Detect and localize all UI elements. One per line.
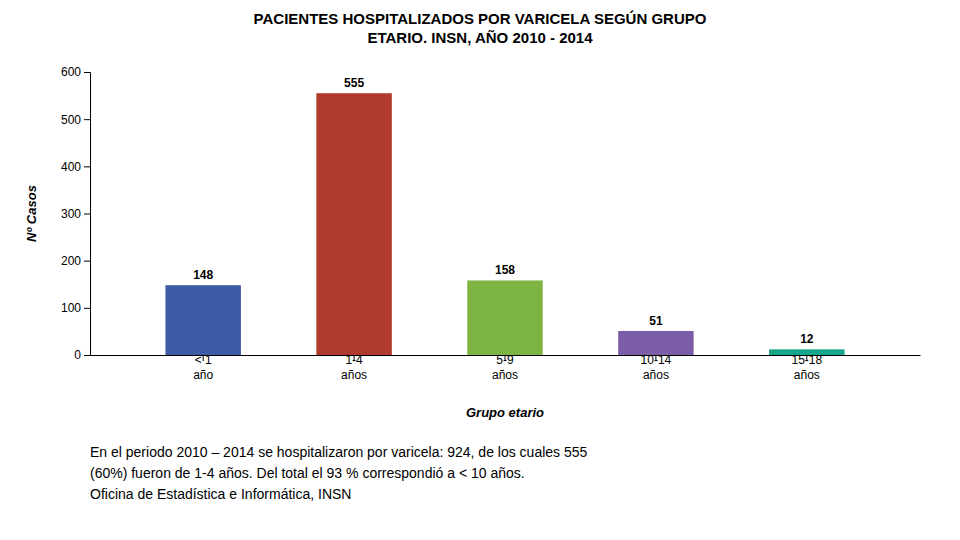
annotation: En el periodo 2010 – 2014 se hospitaliza… [90, 444, 588, 502]
text-line: PACIENTES HOSPITALIZADOS POR VARICELA SE… [254, 10, 707, 27]
x-tick-label: 10-14años [641, 353, 672, 382]
y-tick-mark [84, 308, 90, 309]
data-label: 555 [344, 76, 364, 90]
bar [769, 349, 844, 355]
x-axis: < 1año1-4años5-9años10-14años15-18años [91, 353, 921, 382]
data-label: 158 [495, 263, 515, 277]
data-label: 148 [193, 268, 213, 282]
title: PACIENTES HOSPITALIZADOS POR VARICELA SE… [254, 10, 707, 46]
y-axis-line [84, 73, 91, 356]
x-axis-title: Grupo etario [466, 405, 544, 420]
y-tick-label: 400 [61, 160, 81, 174]
chart: PACIENTES HOSPITALIZADOS POR VARICELA SE… [0, 0, 960, 540]
x-tick: 1-4años [341, 353, 367, 382]
y-tick-label: 100 [61, 301, 81, 315]
y-tick-mark [84, 166, 90, 167]
y-tick-mark [84, 72, 90, 73]
text-line: ETARIO. INSN, AÑO 2010 - 2014 [367, 29, 593, 46]
text-line: años [643, 368, 669, 382]
y-tick-label: 600 [61, 65, 81, 79]
y-axis-title: Nº Casos [24, 185, 39, 242]
x-tick: 5-9años [492, 353, 518, 382]
x-tick-label: 1-4años [341, 353, 367, 382]
y-tick-label: 200 [61, 254, 81, 268]
x-tick: 15-18años [791, 353, 822, 382]
y-tick: 300 [61, 207, 90, 221]
text-line: años [794, 368, 820, 382]
y-tick: 200 [61, 254, 90, 268]
y-tick-mark [84, 119, 90, 120]
text-line: 1-4 [345, 353, 363, 367]
bar [618, 331, 693, 355]
y-tick: 500 [61, 113, 90, 127]
x-tick: < 1año [193, 353, 213, 382]
y-tick-label: 0 [74, 348, 81, 362]
data-label: 12 [800, 332, 814, 346]
y-tick-mark [84, 261, 90, 262]
y-axis: 0 100 200 300 400 500 600 [61, 65, 91, 362]
text-line: año [193, 368, 213, 382]
y-tick: 0 [74, 348, 90, 362]
text-line: Oficina de Estadística e Informática, IN… [90, 486, 351, 502]
y-tick: 100 [61, 301, 90, 315]
text-line: (60%) fueron de 1-4 años. Del total el 9… [90, 465, 525, 481]
data-label: 51 [649, 314, 663, 328]
plot: 0100200300400500600< 1año1-4años5-9años1… [61, 65, 921, 382]
y-tick-label: 500 [61, 113, 81, 127]
text-line: < 1 [195, 353, 212, 367]
text-line: años [492, 368, 518, 382]
x-tick-label: 5-9años [492, 353, 518, 382]
y-tick-mark [84, 355, 90, 356]
text-line: años [341, 368, 367, 382]
text-line: 10-14 [641, 353, 672, 367]
data-labels: 148 555 158 51 12 [193, 76, 814, 346]
text-line: 15-18 [791, 353, 822, 367]
x-tick-label: 15-18años [791, 353, 822, 382]
bar [165, 285, 240, 355]
bar [467, 280, 542, 355]
x-tick-label: < 1año [193, 353, 213, 382]
y-tick: 400 [61, 160, 90, 174]
text-line: 5-9 [496, 353, 514, 367]
y-tick: 600 [61, 65, 90, 79]
text-line: En el periodo 2010 – 2014 se hospitaliza… [90, 444, 588, 460]
bars [165, 93, 844, 355]
y-tick-mark [84, 214, 90, 215]
y-tick-label: 300 [61, 207, 81, 221]
x-tick: 10-14años [641, 353, 672, 382]
bar [316, 93, 391, 355]
